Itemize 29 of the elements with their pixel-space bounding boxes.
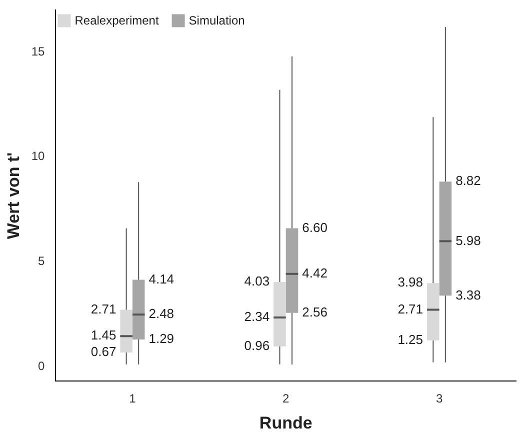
annotation: 3.38 — [456, 287, 481, 302]
annotation: 6.60 — [302, 220, 328, 235]
annotation: 8.82 — [456, 173, 481, 188]
annotation: 4.03 — [244, 274, 270, 289]
y-tick-label: 0 — [38, 358, 46, 373]
annotation: 2.34 — [244, 309, 270, 324]
annotation: 1.45 — [90, 328, 116, 343]
legend-label: Simulation — [188, 14, 245, 28]
x-tick-label: 2 — [282, 392, 290, 406]
annotation: 0.96 — [244, 338, 270, 353]
annotation: 1.29 — [148, 331, 174, 346]
annotation: 4.42 — [302, 265, 328, 280]
x-tick-label: 1 — [129, 392, 136, 406]
x-tick-label: 3 — [436, 392, 443, 406]
annotation: 2.71 — [398, 301, 424, 316]
annotation: 2.48 — [148, 306, 174, 322]
legend-label: Realexperiment — [74, 14, 160, 28]
y-tick-label: 5 — [38, 254, 46, 268]
y-tick-label: 15 — [31, 44, 46, 58]
x-axis-title: Runde — [259, 413, 312, 432]
annotation: 2.71 — [90, 301, 116, 316]
annotation: 1.25 — [398, 332, 424, 347]
annotation: 5.98 — [456, 232, 481, 248]
annotation: 0.67 — [90, 344, 116, 360]
y-tick-label: 10 — [31, 149, 46, 164]
annotation: 2.56 — [302, 304, 328, 320]
annotation: 4.14 — [148, 271, 174, 286]
y-axis-title: Wert von t' — [4, 152, 23, 240]
annotation: 3.98 — [398, 274, 424, 290]
